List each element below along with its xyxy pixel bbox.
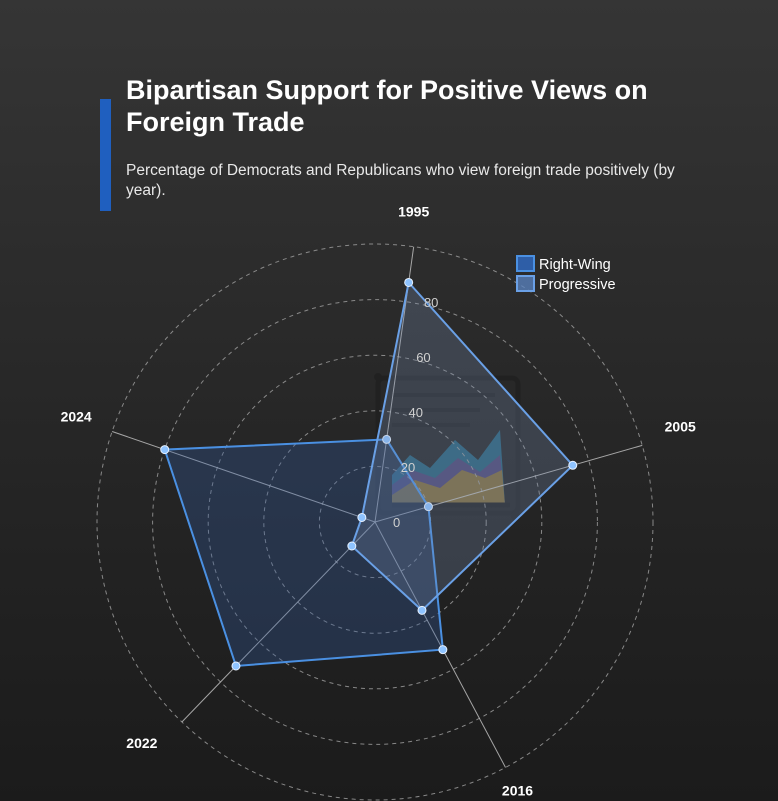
tick-label: 0	[393, 515, 400, 530]
category-label: 2005	[665, 418, 696, 434]
chart-title: Bipartisan Support for Positive Views on…	[126, 75, 648, 137]
legend-swatch	[516, 255, 535, 272]
grid-ring	[263, 410, 487, 634]
title-accent-bar	[100, 99, 111, 211]
series-area-1	[350, 280, 575, 612]
data-point[interactable]	[382, 434, 392, 444]
category-label: 2016	[502, 782, 533, 798]
data-point[interactable]	[357, 512, 367, 522]
category-label: 2022	[126, 735, 157, 751]
category-label: 2024	[61, 408, 92, 424]
legend-entry[interactable]: Progressive	[539, 277, 616, 293]
tick-label: 20	[401, 460, 415, 475]
grid-ring	[207, 354, 543, 690]
data-point[interactable]	[417, 605, 427, 615]
data-point[interactable]	[568, 460, 578, 470]
legend-swatch	[516, 275, 535, 292]
axis-spoke	[181, 521, 376, 723]
tick-label: 40	[408, 405, 422, 420]
data-point[interactable]	[423, 502, 433, 512]
data-point[interactable]	[404, 277, 414, 287]
tick-label: 60	[416, 350, 430, 365]
data-point[interactable]	[160, 445, 170, 455]
axis-spoke	[374, 521, 506, 768]
category-label: 1995	[398, 204, 429, 220]
data-point[interactable]	[231, 661, 241, 671]
data-point[interactable]	[347, 541, 357, 551]
legend: Right-Wing Progressive	[516, 255, 616, 293]
chart-subtitle: Percentage of Democrats and Republicans …	[126, 162, 675, 199]
legend-entry[interactable]: Right-Wing	[539, 257, 611, 273]
grid-ring	[96, 243, 654, 801]
axis-spoke	[374, 444, 643, 523]
series-area-0	[163, 438, 444, 668]
axis-spoke	[111, 431, 376, 523]
tick-label: 80	[424, 295, 438, 310]
data-point[interactable]	[438, 645, 448, 655]
grid-ring	[152, 299, 598, 745]
